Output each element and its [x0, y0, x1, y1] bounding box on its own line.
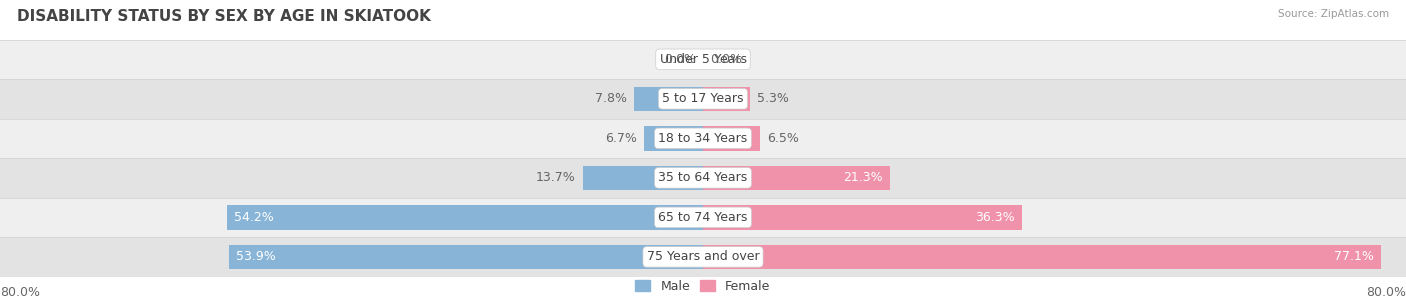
Bar [0, 119, 1406, 158]
Text: 5.3%: 5.3% [756, 92, 789, 105]
Text: 80.0%: 80.0% [0, 286, 39, 299]
Legend: Male, Female: Male, Female [630, 275, 776, 298]
Text: 77.1%: 77.1% [1334, 250, 1374, 263]
Bar [0, 198, 1406, 237]
Bar [644, 126, 703, 150]
Bar [0, 158, 1406, 198]
Bar [0, 79, 1406, 119]
Text: 0.0%: 0.0% [664, 53, 696, 66]
Bar [0, 237, 1406, 277]
Text: 6.5%: 6.5% [768, 132, 799, 145]
Bar [229, 245, 703, 269]
Text: 0.0%: 0.0% [710, 53, 742, 66]
Bar [582, 166, 703, 190]
Bar [703, 87, 749, 111]
Text: Source: ZipAtlas.com: Source: ZipAtlas.com [1278, 9, 1389, 19]
Text: DISABILITY STATUS BY SEX BY AGE IN SKIATOOK: DISABILITY STATUS BY SEX BY AGE IN SKIAT… [17, 9, 430, 24]
Text: 65 to 74 Years: 65 to 74 Years [658, 211, 748, 224]
Text: 7.8%: 7.8% [595, 92, 627, 105]
Text: 18 to 34 Years: 18 to 34 Years [658, 132, 748, 145]
Text: Under 5 Years: Under 5 Years [659, 53, 747, 66]
Text: 6.7%: 6.7% [605, 132, 637, 145]
Text: 36.3%: 36.3% [976, 211, 1015, 224]
Text: 54.2%: 54.2% [233, 211, 274, 224]
Bar [703, 166, 890, 190]
Text: 21.3%: 21.3% [844, 171, 883, 184]
Text: 35 to 64 Years: 35 to 64 Years [658, 171, 748, 184]
Bar [226, 205, 703, 230]
Bar [0, 40, 1406, 79]
Text: 13.7%: 13.7% [536, 171, 575, 184]
Bar [703, 245, 1381, 269]
Text: 5 to 17 Years: 5 to 17 Years [662, 92, 744, 105]
Bar [703, 126, 761, 150]
Text: 75 Years and over: 75 Years and over [647, 250, 759, 263]
Text: 80.0%: 80.0% [1367, 286, 1406, 299]
Text: 53.9%: 53.9% [236, 250, 276, 263]
Bar [634, 87, 703, 111]
Bar [703, 205, 1022, 230]
